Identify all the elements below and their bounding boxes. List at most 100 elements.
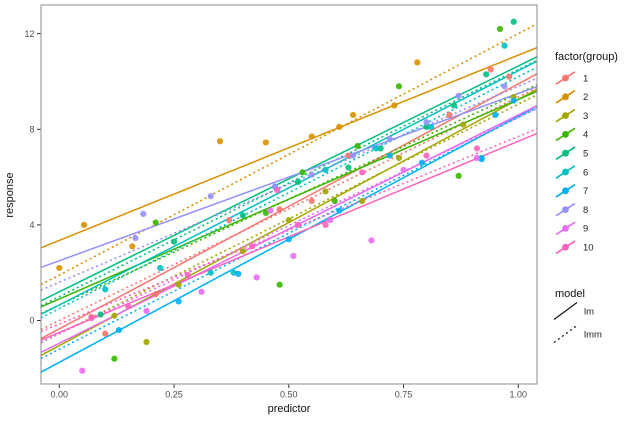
data-point-group-10 [274, 187, 281, 194]
x-axis-title: predictor [268, 403, 311, 415]
data-point-group-8 [349, 152, 357, 159]
lmm-line-group-5 [41, 59, 537, 307]
data-point-group-2 [308, 133, 315, 140]
data-point-group-5 [97, 311, 104, 318]
data-point-group-1 [152, 291, 159, 298]
model-key-line-icon [553, 301, 578, 321]
data-point-group-7 [418, 159, 426, 166]
group-legend-label: 7 [583, 186, 588, 197]
lmm-line-group-2 [41, 23, 537, 286]
data-point-group-3 [143, 338, 150, 346]
data-point-group-9 [79, 367, 86, 374]
group-legend-label: 4 [583, 130, 588, 141]
data-point-group-3 [239, 248, 246, 255]
data-point-group-1 [506, 73, 513, 80]
data-point-group-7 [285, 236, 292, 243]
data-point-group-7 [492, 111, 499, 119]
x-tick-label: 0.50 [280, 390, 298, 400]
data-point-group-1 [226, 217, 233, 224]
group-legend-label: 8 [583, 205, 588, 216]
group-legend-item-3: 3 [555, 108, 588, 123]
data-point-group-6 [427, 123, 435, 131]
data-point-group-10 [248, 243, 256, 250]
group-key-dot-icon [562, 168, 569, 176]
lm-line-group-1 [41, 73, 537, 340]
legend: factor(group) 1 2 3 4 5 6 7 8 9 10 model lm lmm [553, 51, 618, 344]
data-point-group-6 [501, 42, 508, 49]
group-legend-item-7: 7 [555, 183, 588, 198]
x-tick-label: 0.75 [395, 390, 413, 400]
group-key-dot-icon [562, 149, 569, 157]
data-point-group-8 [140, 210, 147, 218]
lmm-line-group-9 [41, 107, 537, 344]
y-axis-title: response [4, 172, 16, 217]
data-point-group-1 [308, 197, 315, 205]
data-point-group-2 [349, 111, 357, 119]
data-point-group-6 [322, 166, 329, 174]
data-point-group-8 [386, 135, 393, 142]
data-point-group-3 [285, 217, 292, 224]
group-key-dot-icon [562, 225, 569, 232]
data-point-group-2 [336, 123, 343, 131]
data-point-group-5 [345, 164, 352, 171]
data-point-group-4 [496, 25, 504, 33]
group-legend-item-6: 6 [555, 165, 588, 179]
data-point-group-4 [455, 172, 462, 180]
group-legend-item-9: 9 [555, 221, 588, 236]
group-legend-item-5: 5 [555, 146, 588, 161]
lm-line-group-2 [41, 46, 537, 249]
data-point-group-1 [487, 66, 494, 73]
data-point-group-10 [473, 145, 481, 152]
y-axis: 0 4 8 12 [24, 29, 41, 326]
x-axis: 0.00 0.25 0.50 0.75 1.00 [51, 384, 527, 400]
data-point-group-5 [483, 71, 490, 78]
data-point-group-10 [294, 221, 302, 228]
lmm-line-group-1 [41, 87, 537, 331]
data-point-group-4 [395, 83, 403, 90]
group-legend-label: 2 [583, 92, 588, 103]
data-point-group-6 [372, 145, 380, 152]
data-point-group-3 [111, 312, 118, 319]
lm-line-group-8 [41, 85, 537, 269]
lm-line-group-4 [41, 90, 537, 308]
data-point-group-4 [111, 355, 118, 362]
data-point-group-9 [473, 154, 481, 162]
group-legend-label: 5 [583, 149, 588, 160]
data-point-group-10 [359, 169, 366, 176]
data-point-group-10 [423, 152, 430, 159]
data-point-group-3 [175, 281, 182, 288]
data-point-group-7 [175, 298, 182, 305]
data-point-group-3 [395, 154, 403, 162]
data-point-group-9 [400, 166, 407, 174]
data-point-group-2 [56, 264, 63, 272]
lm-line-group-9 [41, 104, 537, 354]
data-point-group-10 [322, 221, 329, 228]
lmm-line-group-4 [41, 84, 537, 315]
data-point-group-6 [102, 286, 109, 293]
group-legend-items: 1 2 3 4 5 6 7 8 9 10 [555, 71, 594, 255]
model-legend-label: lm [584, 306, 594, 317]
data-point-group-8 [423, 119, 430, 126]
plot-panel [41, 5, 537, 384]
data-point-group-5 [423, 123, 430, 131]
data-point-group-6 [207, 269, 214, 276]
lm-line-group-5 [41, 56, 537, 302]
model-legend-title: model [555, 288, 585, 300]
data-point-group-8 [501, 83, 508, 90]
model-legend-item-lm: lm [553, 301, 594, 321]
data-point-group-4 [299, 169, 306, 176]
data-point-group-10 [88, 315, 95, 322]
data-point-group-8 [207, 193, 214, 200]
y-tick-label: 12 [24, 29, 34, 39]
group-key-dot-icon [562, 93, 569, 101]
group-legend-label: 10 [583, 243, 594, 254]
lmm-line-group-10 [41, 128, 537, 333]
group-key-dot-icon [562, 131, 569, 138]
group-legend-item-2: 2 [555, 89, 588, 104]
data-point-group-3 [460, 121, 467, 128]
y-tick-label: 4 [29, 220, 34, 230]
data-point-group-9 [198, 288, 205, 295]
data-point-group-1 [276, 206, 283, 213]
group-legend-label: 1 [583, 73, 588, 84]
